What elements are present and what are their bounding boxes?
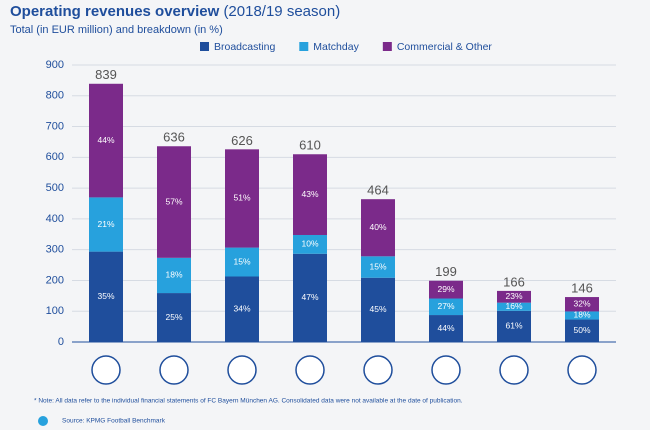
bar-segment [429,298,463,316]
club-logo [91,355,121,385]
bar-segment [293,154,327,235]
source: Source: KPMG Football Benchmark [62,418,166,425]
total-label: 839 [95,67,117,82]
title-main: Operating revenues overview [10,3,220,20]
bar-segment [497,310,531,342]
bar-segment [361,277,395,342]
y-tick-label: 500 [46,182,64,194]
chart-title: Operating revenues overview (2018/19 sea… [10,3,340,20]
segment-label: 44% [97,135,114,145]
club-logo [159,355,189,385]
total-label: 636 [163,130,185,145]
segment-label: 43% [301,189,318,199]
total-label: 199 [435,264,457,279]
segment-label: 47% [301,292,318,302]
segment-label: 51% [233,193,250,203]
segment-label: 35% [97,291,114,301]
segment-label: 18% [573,310,590,320]
bar-segment [497,302,531,311]
club-logo [499,355,529,385]
segment-label: 61% [505,321,522,331]
segment-label: 57% [165,196,182,206]
total-label: 166 [503,274,525,289]
segment-label: 15% [369,261,386,271]
bar-segment [89,197,123,252]
bar-segment [361,199,395,257]
bar-segment [361,256,395,278]
note: * Note: All data refer to the individual… [34,398,463,405]
legend-label: Matchday [313,41,359,53]
legend-swatch [200,42,209,51]
title-suffix: (2018/19 season) [223,3,340,20]
bar-segment [89,251,123,342]
bar-segment [157,146,191,258]
legend-label: Broadcasting [214,41,275,53]
bar-segment [429,315,463,342]
y-tick-label: 200 [46,274,64,286]
bar-segment [225,149,259,248]
y-tick-label: 300 [46,244,64,256]
segment-label: 16% [505,301,522,311]
segment-label: 29% [437,284,454,294]
segment-label: 21% [97,219,114,229]
y-tick-label: 100 [46,305,64,317]
segment-label: 50% [573,325,590,335]
bar-segment [565,297,599,312]
y-tick-label: 700 [46,120,64,132]
club-logo [295,355,325,385]
source-icon [38,416,48,426]
club-logo [567,355,597,385]
total-label: 464 [367,183,389,198]
total-label: 626 [231,133,253,148]
legend-label: Commercial & Other [397,41,493,53]
bar-segment [565,319,599,342]
y-tick-label: 600 [46,151,64,163]
segment-label: 40% [369,222,386,232]
y-tick-label: 400 [46,213,64,225]
chart-subtitle: Total (in EUR million) and breakdown (in… [10,24,223,36]
legend-swatch [299,42,309,51]
bar-segment [89,83,123,198]
club-logo [431,355,461,385]
segment-label: 32% [573,299,590,309]
segment-label: 34% [233,303,250,313]
club-logo [227,355,257,385]
y-tick-label: 900 [46,59,64,71]
bar-segment [157,257,191,294]
segment-label: 18% [165,270,182,280]
segment-label: 45% [369,304,386,314]
bar-segment [293,234,327,254]
segment-label: 15% [233,256,250,266]
segment-label: 25% [165,312,182,322]
bar-segment [429,280,463,299]
bar-segment [293,253,327,342]
total-label: 146 [571,281,593,296]
y-tick-label: 800 [46,90,64,102]
bar-segment [565,311,599,320]
segment-label: 10% [301,239,318,249]
segment-label: 44% [437,323,454,333]
bar-segment [497,290,531,303]
bar-segment [225,247,259,277]
bar-segment [225,276,259,342]
bar-segment [157,293,191,342]
segment-label: 27% [437,301,454,311]
y-tick-label: 0 [58,336,64,348]
club-logo [363,355,393,385]
segment-label: 23% [505,291,522,301]
total-label: 610 [299,138,321,153]
legend-swatch [382,42,392,51]
